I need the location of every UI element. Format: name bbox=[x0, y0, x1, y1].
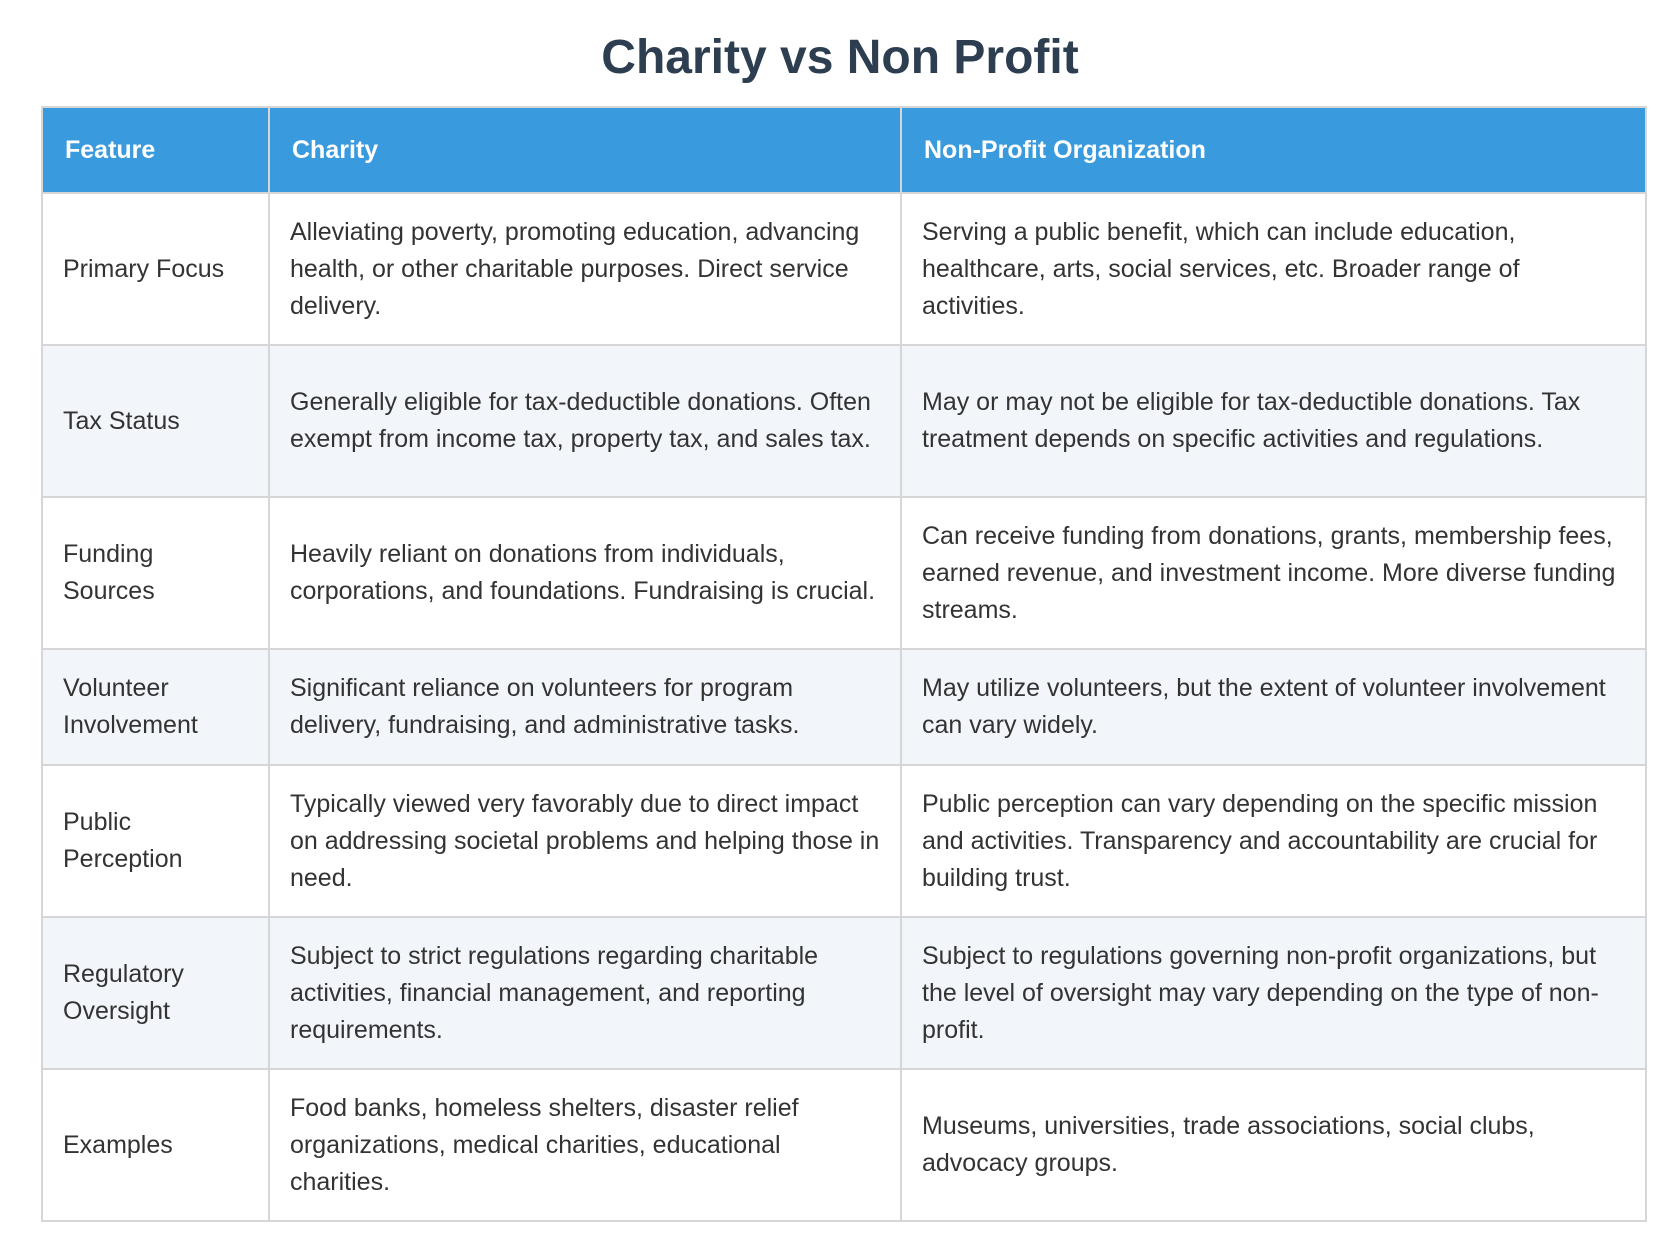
feature-cell: Volunteer Involvement bbox=[41, 648, 270, 766]
table-row: Funding Sources Heavily reliant on donat… bbox=[41, 496, 1647, 650]
table-row: Primary Focus Alleviating poverty, promo… bbox=[41, 192, 1647, 346]
table-row: Examples Food banks, homeless shelters, … bbox=[41, 1068, 1647, 1222]
table-row: Tax Status Generally eligible for tax-de… bbox=[41, 344, 1647, 498]
charity-cell: Heavily reliant on donations from indivi… bbox=[268, 496, 902, 650]
feature-cell: Funding Sources bbox=[41, 496, 270, 650]
table-header-row: Feature Charity Non-Profit Organization bbox=[41, 106, 1647, 194]
nonprofit-cell: Subject to regulations governing non-pro… bbox=[900, 916, 1647, 1070]
charity-cell: Significant reliance on volunteers for p… bbox=[268, 648, 902, 766]
table-row: Regulatory Oversight Subject to strict r… bbox=[41, 916, 1647, 1070]
charity-cell: Generally eligible for tax-deductible do… bbox=[268, 344, 902, 498]
charity-cell: Typically viewed very favorably due to d… bbox=[268, 764, 902, 918]
feature-cell: Examples bbox=[41, 1068, 270, 1222]
nonprofit-cell: May or may not be eligible for tax-deduc… bbox=[900, 344, 1647, 498]
feature-cell: Tax Status bbox=[41, 344, 270, 498]
nonprofit-cell: May utilize volunteers, but the extent o… bbox=[900, 648, 1647, 766]
charity-cell: Subject to strict regulations regarding … bbox=[268, 916, 902, 1070]
feature-cell: Regulatory Oversight bbox=[41, 916, 270, 1070]
nonprofit-cell: Public perception can vary depending on … bbox=[900, 764, 1647, 918]
column-header-feature: Feature bbox=[41, 106, 270, 194]
feature-cell: Public Perception bbox=[41, 764, 270, 918]
page-title: Charity vs Non Profit bbox=[601, 31, 1079, 84]
column-header-charity: Charity bbox=[268, 106, 902, 194]
table-row: Public Perception Typically viewed very … bbox=[41, 764, 1647, 918]
charity-cell: Food banks, homeless shelters, disaster … bbox=[268, 1068, 902, 1222]
feature-cell: Primary Focus bbox=[41, 192, 270, 346]
table-row: Volunteer Involvement Significant relian… bbox=[41, 648, 1647, 766]
nonprofit-cell: Can receive funding from donations, gran… bbox=[900, 496, 1647, 650]
comparison-table: Feature Charity Non-Profit Organization … bbox=[41, 106, 1647, 1222]
nonprofit-cell: Serving a public benefit, which can incl… bbox=[900, 192, 1647, 346]
charity-cell: Alleviating poverty, promoting education… bbox=[268, 192, 902, 346]
column-header-nonprofit: Non-Profit Organization bbox=[900, 106, 1647, 194]
nonprofit-cell: Museums, universities, trade association… bbox=[900, 1068, 1647, 1222]
